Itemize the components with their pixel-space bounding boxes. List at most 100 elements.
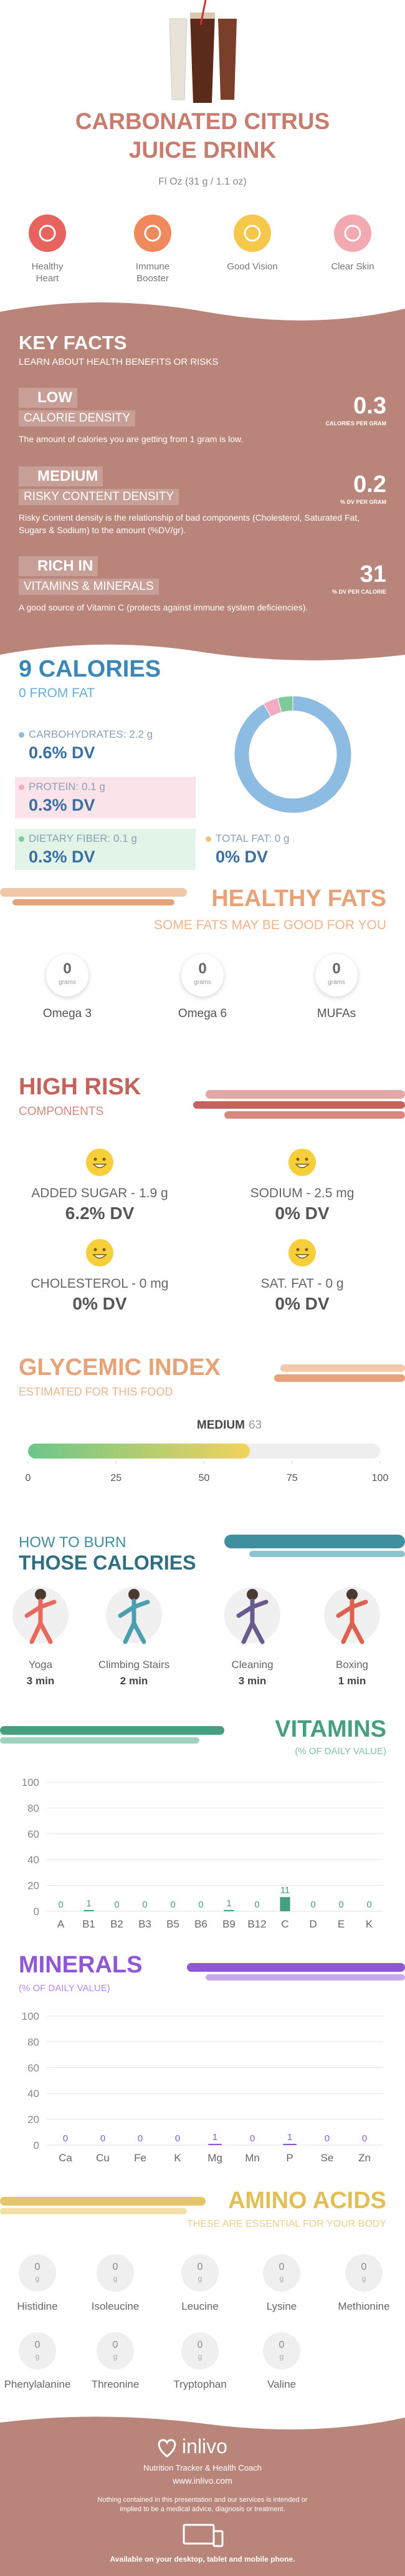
burn-stripes — [224, 1535, 405, 1557]
x-tick-label: K — [174, 2152, 181, 2164]
bar-value-label: 0 — [100, 2133, 105, 2144]
figure-body — [236, 1598, 269, 1644]
glycemic-gauge: MEDIUM 63 0 25 50 75 100 — [26, 1419, 389, 1483]
benefit-circle — [334, 215, 371, 252]
activity-figure — [106, 1587, 162, 1644]
amino-value: 0 — [279, 2262, 285, 2272]
smiley-eye — [305, 1248, 308, 1252]
bar-value-label: 0 — [175, 2133, 180, 2144]
amino-circle — [19, 2254, 56, 2292]
glycemic-value: 63 — [249, 1419, 262, 1432]
bar-value-label: 0 — [63, 2133, 68, 2144]
amino-title: AMINO ACIDS — [227, 2188, 386, 2214]
amino-circle — [263, 2254, 300, 2292]
bar-value-label: 0 — [250, 2133, 255, 2144]
y-tick-label: 80 — [27, 2036, 39, 2048]
pie-slice — [277, 695, 293, 713]
activity-time: 3 min — [26, 1675, 55, 1687]
phone-icon — [212, 2530, 224, 2547]
fact-value: 0.2 — [353, 471, 386, 498]
fat-name: MUFAs — [317, 1007, 356, 1020]
fact-level: LOW — [19, 388, 77, 408]
amino-name: Lysine — [266, 2300, 297, 2312]
serving: Fl Oz (31 g / 1.1 oz) — [158, 176, 247, 187]
fact-value: 31 — [360, 561, 386, 587]
x-tick-label: P — [286, 2152, 293, 2164]
amino-circle — [181, 2254, 219, 2292]
amino-value: 0 — [112, 2340, 118, 2350]
smiley-mouth — [92, 1254, 107, 1259]
smiley-eye — [102, 1157, 106, 1161]
fact-name: RISKY CONTENT DENSITY — [19, 489, 179, 505]
bar-value-label: 0 — [142, 1899, 147, 1910]
figure-head — [346, 1589, 358, 1600]
drinks-illustration — [169, 0, 237, 103]
benefit-label: Immune Booster — [135, 261, 170, 284]
x-tick-label: E — [338, 1918, 345, 1930]
fact-unit: CALORIES PER GRAM — [325, 420, 386, 427]
burn-title-1: HOW TO BURN — [19, 1534, 126, 1551]
amino-circle — [345, 2254, 383, 2292]
nutrient-box — [15, 829, 196, 870]
y-tick-label: 40 — [27, 1854, 39, 1866]
amino-value: 0 — [34, 2262, 40, 2272]
amino-name: Leucine — [181, 2300, 219, 2312]
amino-circle — [181, 2332, 219, 2370]
fact-description: A good source of Vitamin C (protects aga… — [19, 602, 308, 612]
nutrient-dv: 0.6% DV — [29, 743, 95, 762]
y-tick-label: 80 — [27, 1802, 39, 1814]
y-tick-label: 40 — [27, 2088, 39, 2100]
fat-name: Omega 3 — [42, 1007, 92, 1020]
bar-value-label: 0 — [114, 1899, 119, 1910]
fact-unit: % DV PER GRAM — [340, 499, 386, 505]
bar — [83, 1909, 94, 1911]
risk-label: CHOLESTEROL - 0 mg — [31, 1276, 169, 1291]
key-facts-subtitle: LEARN ABOUT HEALTH BENEFITS OR RISKS — [19, 357, 219, 367]
x-tick-label: B6 — [194, 1918, 207, 1930]
gauge-tick-label: 75 — [287, 1473, 298, 1483]
bar-value-label: 1 — [287, 2132, 292, 2143]
bar-value-label: 0 — [338, 1899, 343, 1910]
y-tick-label: 60 — [27, 2062, 39, 2074]
nutrient-label: TOTAL FAT: 0 g — [216, 832, 290, 844]
amino-name: Threonine — [91, 2378, 140, 2390]
amino-circle — [97, 2254, 134, 2292]
x-tick-label: Mn — [245, 2152, 260, 2164]
x-tick-label: Cu — [96, 2152, 110, 2164]
nutrient-dot — [206, 836, 211, 842]
amino-name: Methionine — [338, 2300, 390, 2312]
fact-description: Risky Content density is the relationshi… — [19, 513, 360, 535]
bar — [280, 1897, 290, 1911]
benefit-glyph — [39, 224, 56, 242]
risk-dv: 0% DV — [275, 1294, 330, 1313]
amino-circle — [263, 2332, 300, 2370]
amino-circle — [19, 2332, 56, 2370]
vitamins-subtitle: (% OF DAILY VALUE) — [295, 1746, 386, 1757]
amino-value: 0 — [197, 2340, 203, 2350]
amino-value: 0 — [279, 2340, 285, 2350]
amino-unit: g — [113, 2352, 118, 2361]
x-tick-label: Se — [321, 2152, 334, 2164]
minerals-title: MINERALS — [19, 1952, 143, 1978]
risk-label: ADDED SUGAR - 1.9 g — [31, 1186, 168, 1200]
vitamins-stripes — [0, 1726, 224, 1744]
amino-value: 0 — [197, 2262, 203, 2272]
smiley — [86, 1239, 113, 1266]
availability: Available on your desktop, tablet and mo… — [110, 2555, 295, 2564]
bar-value-label: 0 — [325, 2133, 330, 2144]
device-icons — [183, 2524, 224, 2547]
calories-title: 9 CALORIES — [19, 656, 161, 682]
bar-value-label: 1 — [226, 1898, 231, 1909]
smiley-face — [86, 1149, 113, 1176]
smiley-face — [86, 1239, 113, 1266]
bar-value-label: 1 — [86, 1898, 91, 1909]
bar — [283, 2143, 297, 2145]
benefit-circle — [134, 215, 171, 252]
smiley-face — [288, 1239, 316, 1266]
risk-dv: 0% DV — [275, 1204, 330, 1223]
smiley-mouth — [92, 1164, 107, 1169]
amino-unit: g — [113, 2274, 118, 2283]
benefit-glyph — [144, 224, 161, 242]
tagline: Nutrition Tracker & Health Coach — [143, 2463, 262, 2472]
x-tick-label: B12 — [247, 1918, 266, 1930]
